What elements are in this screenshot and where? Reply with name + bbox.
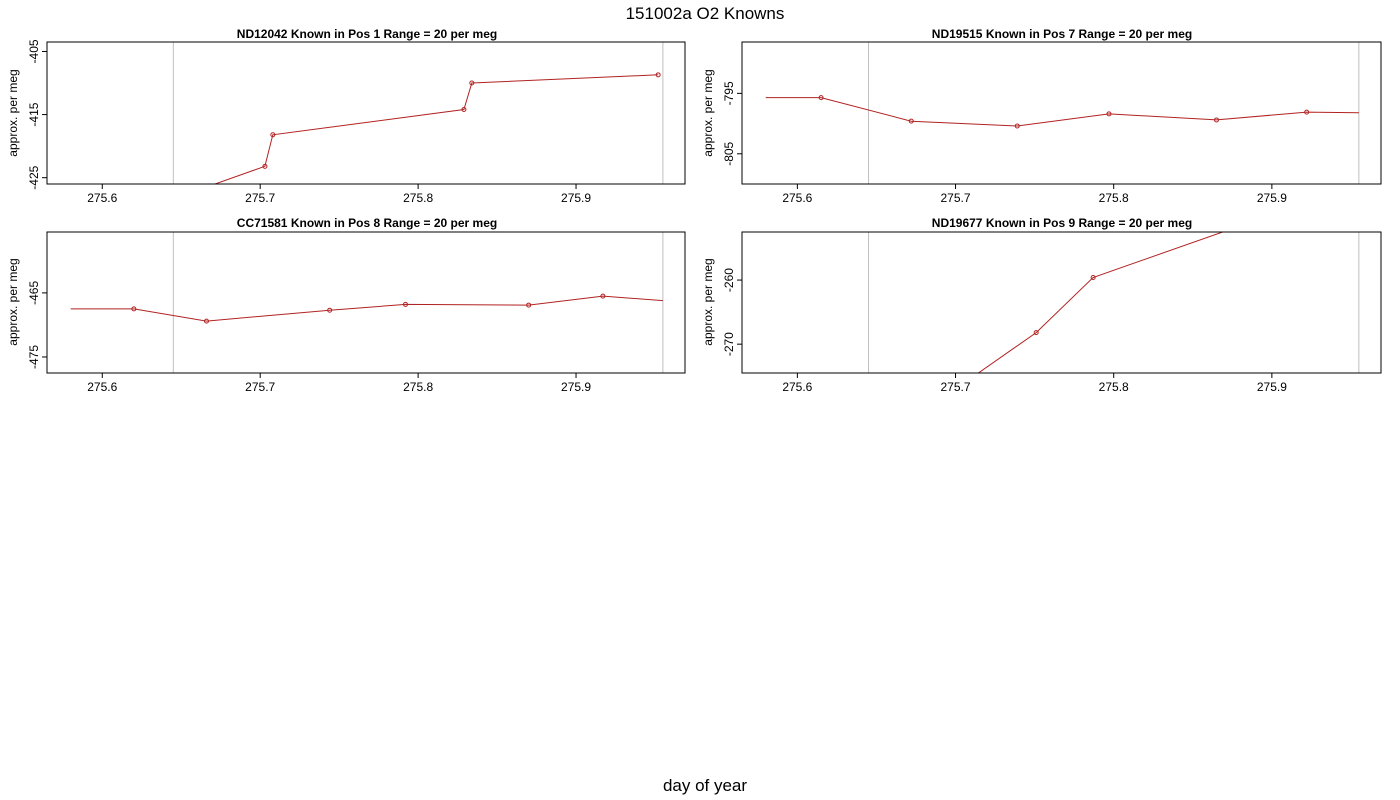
x-tick-label: 275.7: [941, 191, 971, 205]
figure-title: 151002a O2 Knowns: [626, 4, 785, 23]
plot-area: [70, 232, 664, 373]
data-point: [818, 95, 824, 101]
data-point: [600, 293, 606, 299]
y-axis-label: approx. per meg: [701, 258, 715, 345]
data-point: [1033, 330, 1039, 336]
data-point: [1214, 117, 1220, 123]
plot-area: [868, 232, 1360, 373]
x-tick-label: 275.9: [1257, 380, 1287, 394]
data-point: [327, 307, 333, 313]
data-point: [1304, 109, 1310, 115]
panel-nd12042: ND12042 Known in Pos 1 Range = 20 per me…: [6, 27, 686, 205]
y-tick-label: -805: [722, 141, 736, 165]
y-tick-label: -270: [722, 332, 736, 356]
x-tick-label: 275.7: [245, 191, 275, 205]
data-point: [908, 118, 914, 124]
series-line: [977, 232, 1225, 373]
data-point: [655, 72, 661, 78]
data-point: [1014, 123, 1020, 129]
x-tick-label: 275.6: [87, 380, 117, 394]
x-tick-label: 275.7: [245, 380, 275, 394]
data-point: [1090, 275, 1096, 281]
y-tick-label: -795: [722, 81, 736, 105]
data-point: [469, 80, 475, 86]
data-point: [131, 306, 137, 312]
x-tick-label: 275.8: [1099, 380, 1129, 394]
data-point: [270, 132, 276, 138]
y-tick-label: -405: [27, 39, 41, 63]
panel-title: CC71581 Known in Pos 8 Range = 20 per me…: [237, 216, 497, 230]
series-line: [765, 97, 1359, 127]
plot-frame: [741, 231, 1382, 374]
y-tick-label: -415: [27, 102, 41, 126]
x-tick-label: 275.6: [87, 191, 117, 205]
panel-nd19677: ND19677 Known in Pos 9 Range = 20 per me…: [701, 216, 1382, 394]
x-tick-label: 275.9: [1257, 191, 1287, 205]
x-tick-label: 275.6: [782, 191, 812, 205]
y-tick-label: -425: [27, 165, 41, 189]
data-point: [262, 163, 268, 169]
x-axis-label: day of year: [663, 776, 747, 795]
plot-area: [172, 42, 664, 184]
panel-title: ND19515 Known in Pos 7 Range = 20 per me…: [932, 27, 1192, 41]
panel-title: ND12042 Known in Pos 1 Range = 20 per me…: [237, 27, 497, 41]
data-point: [526, 302, 532, 308]
data-point: [204, 318, 209, 324]
x-tick-label: 275.9: [561, 191, 591, 205]
data-point: [461, 107, 467, 113]
series-line: [70, 295, 663, 322]
panel-title: ND19677 Known in Pos 9 Range = 20 per me…: [932, 216, 1192, 230]
y-axis-label: approx. per meg: [6, 69, 20, 156]
y-axis-label: approx. per meg: [6, 258, 20, 345]
plot-frame: [741, 41, 1382, 185]
data-point: [1106, 111, 1112, 117]
data-point: [402, 301, 408, 307]
y-tick-label: -475: [27, 345, 41, 369]
panel-nd19515: ND19515 Known in Pos 7 Range = 20 per me…: [701, 27, 1382, 205]
panel-cc71581: CC71581 Known in Pos 8 Range = 20 per me…: [6, 216, 686, 394]
y-axis-label: approx. per meg: [701, 69, 715, 156]
x-tick-label: 275.7: [941, 380, 971, 394]
x-tick-label: 275.9: [561, 380, 591, 394]
plot-area: [765, 42, 1360, 184]
x-tick-label: 275.6: [782, 380, 812, 394]
x-tick-label: 275.8: [403, 380, 433, 394]
plot-frame: [46, 41, 686, 185]
plot-frame: [46, 231, 686, 374]
x-tick-label: 275.8: [1099, 191, 1129, 205]
y-tick-label: -465: [27, 281, 41, 305]
y-tick-label: -260: [722, 268, 736, 292]
x-tick-label: 275.8: [403, 191, 433, 205]
series-line: [213, 74, 659, 184]
